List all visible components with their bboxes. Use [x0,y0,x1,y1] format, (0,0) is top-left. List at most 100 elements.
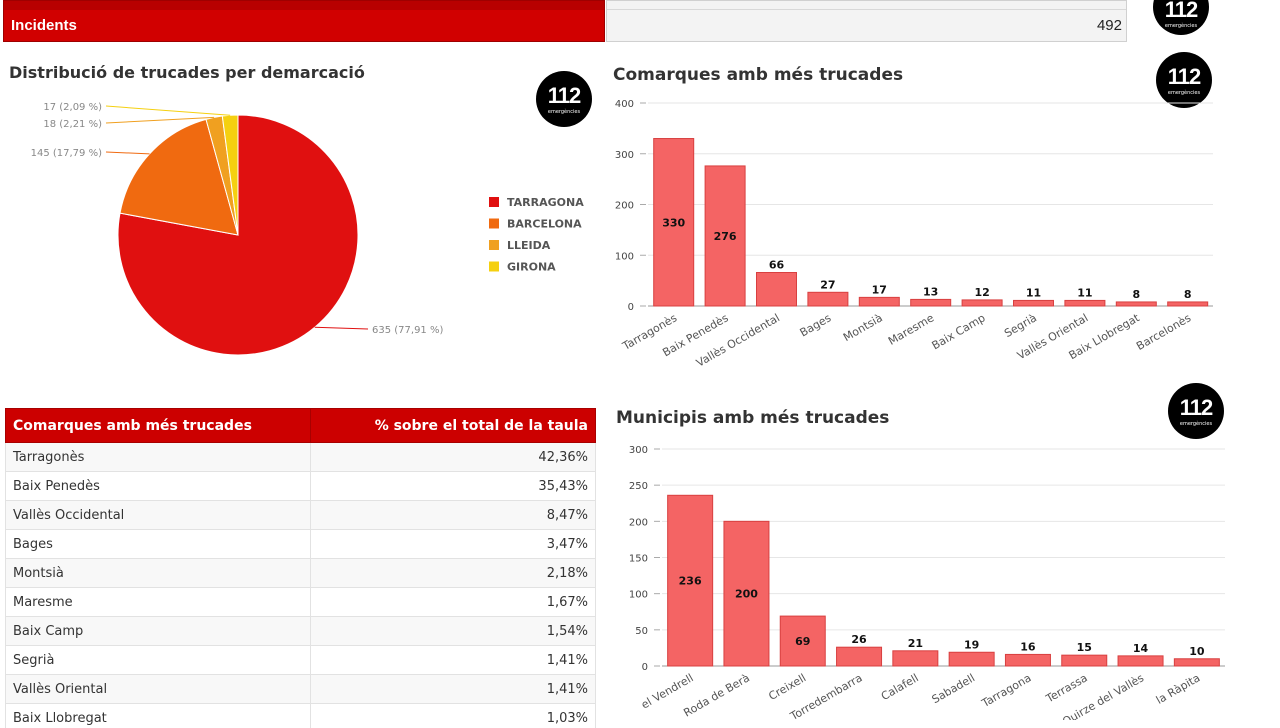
cell-percent: 42,36% [311,443,596,472]
x-tick-label: Montsià [841,311,885,344]
x-tick-label: Segrià [1002,311,1039,340]
cell-percent: 1,03% [311,704,596,728]
bar-calafell [893,651,938,666]
bar-value-label: 236 [679,575,702,588]
incidents-bar-top [4,1,604,10]
x-tick-label: Sabadell [930,671,977,706]
bar-montsià [859,297,899,306]
x-tick-label: Creixell [766,671,808,703]
cell-comarca: Vallès Occidental [6,501,311,530]
bar-maresme [911,299,951,306]
bar-sant-quirze-del-vallès [1118,656,1163,666]
municipis-chart-title: Municipis amb més trucades [616,408,889,428]
bar-sabadell [949,652,994,666]
x-tick-label: Bages [798,311,834,339]
bar-value-label: 14 [1133,642,1149,655]
cell-comarca: Segrià [6,646,311,675]
bar-value-label: 10 [1189,645,1205,658]
cell-comarca: Tarragonès [6,443,311,472]
comarques-chart-title: Comarques amb més trucades [613,65,903,85]
bar-value-label: 27 [820,278,835,291]
y-tick-label: 50 [635,626,648,637]
pie-slice-label: 635 (77,91 %) [372,325,443,336]
bar-bages [808,292,848,306]
bar-la-ràpita [1174,659,1219,666]
x-tick-label: Calafell [879,671,921,703]
y-tick-label: 100 [615,251,634,262]
incidents-value-cell [606,0,1127,42]
x-tick-label: Maresme [886,311,936,348]
cell-percent: 2,18% [311,559,596,588]
pie-chart-title: Distribució de trucades per demarcació [9,63,365,82]
bar-value-label: 330 [662,216,685,229]
y-tick-label: 200 [629,517,648,528]
bar-baix-camp [962,300,1002,306]
bar-value-label: 19 [964,638,979,651]
legend-swatch-girona [489,262,499,272]
cell-percent: 1,67% [311,588,596,617]
cell-comarca: Maresme [6,588,311,617]
cell-percent: 1,41% [311,646,596,675]
cell-percent: 3,47% [311,530,596,559]
x-tick-label: Barcelonès [1134,311,1193,353]
bar-value-label: 200 [735,588,758,601]
legend-label-barcelona: BARCELONA [507,218,582,231]
bar-baix-llobregat [1116,302,1156,306]
legend-swatch-lleida [489,240,499,250]
bar-value-label: 11 [1026,286,1041,299]
cell-comarca: Bages [6,530,311,559]
cell-percent: 35,43% [311,472,596,501]
incidents-cell-divider [607,9,1126,10]
legend-label-lleida: LLEIDA [507,239,551,252]
y-tick-label: 400 [615,99,634,110]
cell-percent: 8,47% [311,501,596,530]
y-tick-label: 0 [628,302,634,313]
bar-segrià [1014,300,1054,306]
y-tick-label: 300 [615,150,634,161]
legend-swatch-tarragona [489,197,499,207]
x-tick-label: Baix Camp [930,311,988,352]
bar-value-label: 276 [714,230,737,243]
bar-value-label: 21 [908,637,923,650]
legend-label-tarragona: TARRAGONA [507,196,584,209]
bar-terrassa [1062,655,1107,666]
cell-comarca: Baix Penedès [6,472,311,501]
cell-comarca: Montsià [6,559,311,588]
y-tick-label: 300 [629,445,648,456]
pie-slice-label: 145 (17,79 %) [31,148,102,159]
logo-112-municipis: 112 emergències [1168,383,1224,439]
column-header-percent[interactable]: % sobre el total de la taula [311,409,596,443]
bar-value-label: 12 [974,286,989,299]
bar-value-label: 8 [1132,288,1140,301]
y-tick-label: 150 [629,554,648,565]
legend-swatch-barcelona [489,219,499,229]
y-tick-label: 100 [629,590,648,601]
comarques-table: Comarques amb més trucades % sobre el to… [5,408,596,728]
bar-value-label: 16 [1020,640,1036,653]
pie-leader-line [106,106,230,115]
bar-vallès-oriental [1065,300,1105,306]
legend-label-girona: GIRONA [507,261,556,274]
x-tick-label: Tarragona [979,671,1034,710]
bar-value-label: 11 [1077,286,1092,299]
y-tick-label: 0 [642,662,648,673]
column-header-comarca[interactable]: Comarques amb més trucades [6,409,311,443]
bar-tarragona [1005,654,1050,666]
bar-value-label: 8 [1184,288,1192,301]
x-tick-label: la Ràpita [1154,671,1203,707]
bar-value-label: 66 [769,259,785,272]
y-tick-label: 200 [615,201,634,212]
incidents-bar [3,0,605,42]
incidents-label: Incidents [11,17,77,34]
pie-leader-line [315,327,368,329]
